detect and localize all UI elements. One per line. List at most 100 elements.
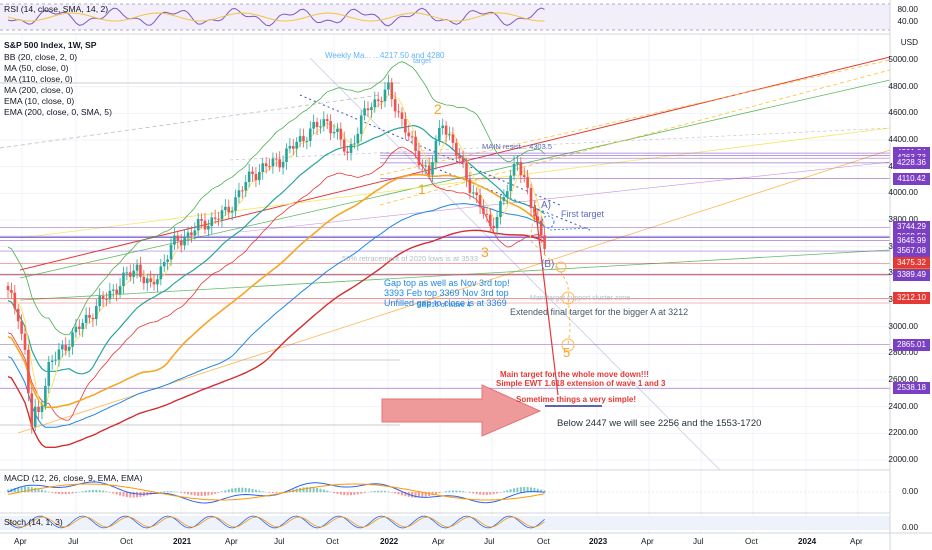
candle-body: [281, 162, 285, 168]
candle-body: [339, 128, 343, 140]
time-axis-label: Apr: [641, 537, 654, 546]
time-axis-label: Oct: [120, 537, 133, 546]
time-axis-label: Apr: [432, 537, 445, 546]
indicator-ma110[interactable]: MA (110, close, 0): [4, 74, 73, 84]
price-axis-label: 2000.00: [888, 455, 918, 464]
price-levels: [0, 152, 890, 389]
macd-bar: [319, 488, 322, 493]
candle-body: [173, 235, 176, 245]
projection-paths: [381, 199, 602, 437]
candle-body: [241, 190, 244, 192]
level-badge: 4228.36: [893, 156, 930, 169]
macd-bar: [516, 487, 519, 493]
macd-bar: [543, 490, 546, 493]
candle-body: [16, 308, 20, 322]
candle-body: [417, 151, 421, 166]
macd-label: MACD (12, 26, close, 9, EMA, EMA): [4, 473, 143, 483]
candle-body: [108, 290, 112, 300]
candle-body: [224, 206, 227, 211]
macd-bar: [197, 492, 200, 496]
macd-bar: [27, 486, 30, 493]
candle-body: [291, 146, 295, 149]
macd-bar: [200, 492, 203, 496]
candle-body: [370, 107, 373, 111]
macd-bar: [227, 489, 230, 493]
candle-body: [434, 140, 438, 163]
candle-body: [356, 133, 360, 144]
candle-body: [220, 210, 224, 220]
indicator-bb[interactable]: BB (20, close, 2, 0): [4, 52, 78, 62]
wave-b-marker: [555, 261, 567, 273]
macd-bar: [57, 492, 60, 495]
indicator-ema200[interactable]: EMA (200, close, 0, SMA, 5): [4, 107, 112, 117]
candle-body: [271, 158, 275, 167]
candle-body: [156, 279, 159, 285]
macd-bar: [180, 492, 183, 493]
price-axis-label: 5000.00: [888, 55, 918, 64]
candle-body: [302, 136, 305, 142]
macd-bar: [54, 492, 57, 494]
stoch-d-line: [7, 516, 545, 528]
candle-body: [451, 134, 455, 143]
candle-body: [393, 99, 397, 112]
candle-body: [27, 349, 30, 394]
sometime-note: Sometime things a very simple!: [516, 395, 637, 404]
macd-bar: [203, 492, 206, 496]
candle-body: [322, 119, 326, 127]
macd-line: [7, 481, 545, 504]
macd-pane[interactable]: [0, 481, 890, 504]
candle-body: [81, 322, 85, 330]
candle-body: [380, 100, 383, 102]
candle-body: [522, 175, 526, 178]
macd-bar: [248, 488, 251, 493]
indicator-ma200[interactable]: MA (200, close, 0): [4, 85, 74, 95]
indicator-ma50[interactable]: MA (50, close, 0): [4, 63, 69, 73]
candle-body: [499, 200, 502, 217]
price-axis-label: 4400.00: [888, 135, 918, 144]
candle-body: [441, 125, 445, 129]
stoch-pane[interactable]: [0, 515, 890, 530]
rsi-pane[interactable]: [0, 3, 890, 35]
macd-bar: [509, 489, 512, 493]
macd-bar: [193, 492, 196, 496]
macd-bar: [275, 492, 278, 493]
macd-bar: [421, 492, 424, 498]
candle-body: [179, 240, 183, 246]
macd-bar: [479, 492, 482, 495]
bb-lower-line: [7, 146, 545, 421]
macd-bar: [530, 487, 533, 493]
macd-bar: [108, 492, 111, 493]
candle-body: [118, 286, 122, 295]
candle-body: [543, 235, 546, 249]
candle-body: [336, 128, 339, 132]
candle-body: [20, 321, 23, 334]
candle-body: [125, 272, 129, 274]
rsi-band: [0, 4, 890, 30]
level-badge: 3567.08: [893, 245, 930, 258]
candle-body: [325, 119, 329, 122]
time-axis-label: 2024: [798, 537, 817, 546]
candle-body: [444, 125, 448, 135]
macd-bar: [438, 492, 441, 494]
price-candles[interactable]: [6, 74, 546, 434]
macd-bar: [434, 492, 437, 495]
candle-body: [183, 237, 186, 246]
candle-body: [37, 406, 40, 413]
macd-bar: [390, 492, 393, 493]
candle-body: [234, 197, 237, 211]
candle-body: [516, 162, 519, 164]
macd-bar: [231, 488, 234, 493]
macd-bar: [224, 490, 227, 493]
candle-body: [268, 166, 271, 168]
macd-bar: [336, 492, 339, 494]
macd-bar: [251, 488, 254, 493]
candle-body: [505, 191, 509, 198]
candle-body: [312, 121, 315, 129]
time-axis-label: Apr: [850, 537, 863, 546]
macd-bar: [13, 487, 16, 493]
indicator-ema10[interactable]: EMA (10, close, 0): [4, 96, 75, 106]
candle-body: [458, 155, 461, 159]
macd-bar: [462, 491, 465, 493]
candle-body: [33, 406, 37, 427]
